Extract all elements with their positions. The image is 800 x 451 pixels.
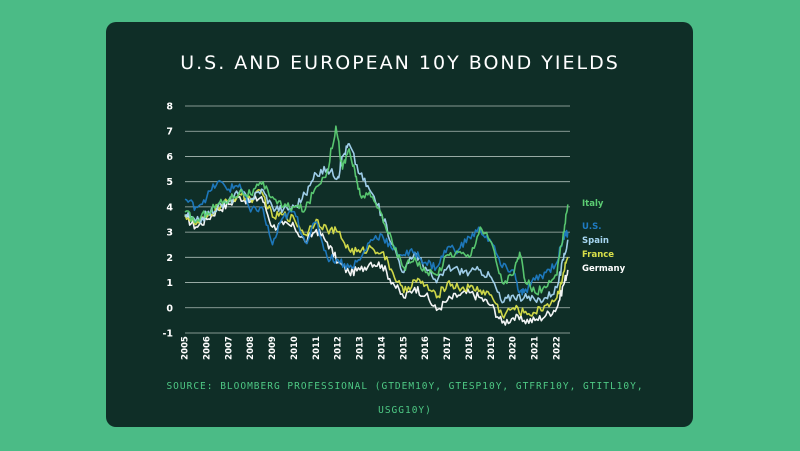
y-tick-label: 4	[166, 202, 173, 213]
end-label-france: France	[582, 250, 614, 260]
series-lines	[184, 125, 569, 326]
source-note: SOURCE: BLOOMBERG PROFESSIONAL (GTDEM10Y…	[166, 381, 644, 416]
x-tick-label: 2018	[465, 336, 475, 360]
x-tick-label: 2013	[356, 336, 366, 360]
x-tick-label: 2020	[509, 336, 519, 360]
chart-title: U.S. AND EUROPEAN 10Y BOND YIELDS	[180, 52, 620, 74]
x-tick-label: 2015	[399, 336, 409, 360]
x-tick-label: 2008	[246, 336, 256, 360]
x-tick-label: 2016	[421, 336, 431, 360]
series-line-italy	[184, 125, 569, 296]
end-label-italy: Italy	[582, 199, 604, 209]
y-tick-label: 1	[166, 278, 173, 289]
y-tick-label: 8	[166, 102, 173, 113]
y-tick-label: 3	[166, 228, 173, 239]
x-tick-label: 2010	[290, 336, 300, 360]
y-tick-label: 7	[166, 127, 173, 138]
y-tick-label: 6	[166, 152, 173, 163]
x-tick-label: 2022	[552, 336, 562, 360]
y-tick-label: -1	[162, 329, 173, 340]
series-line-spain	[184, 143, 569, 304]
y-tick-label: 2	[166, 253, 173, 264]
x-tick-label: 2014	[377, 336, 387, 360]
y-tick-label: 0	[166, 303, 173, 314]
x-tick-label: 2012	[334, 336, 344, 360]
x-tick-label: 2011	[312, 336, 322, 360]
x-tick-label: 2007	[224, 336, 234, 360]
grid-lines	[185, 105, 570, 334]
x-tick-label: 2005	[181, 336, 191, 360]
series-end-labels: Italy U.S. Spain France Germany	[582, 199, 626, 274]
series-line-us	[184, 179, 569, 296]
x-tick-label: 2021	[531, 336, 541, 360]
x-tick-label: 2009	[268, 336, 278, 360]
series-line-germany	[184, 195, 569, 326]
x-tick-label: 2006	[202, 336, 212, 360]
y-tick-label: 5	[166, 177, 173, 188]
end-label-spain: Spain	[582, 236, 609, 246]
end-label-germany: Germany	[582, 264, 626, 274]
x-tick-label: 2017	[443, 336, 453, 360]
x-axis-ticks: 2005 2006 2007 2008 2009 2010 2011 2012 2013 2014…	[181, 336, 563, 360]
y-axis-ticks: -1 0 1 2 3 4 5 6 7 8	[162, 102, 173, 340]
end-label-us: U.S.	[582, 222, 601, 232]
x-tick-label: 2019	[487, 336, 497, 360]
